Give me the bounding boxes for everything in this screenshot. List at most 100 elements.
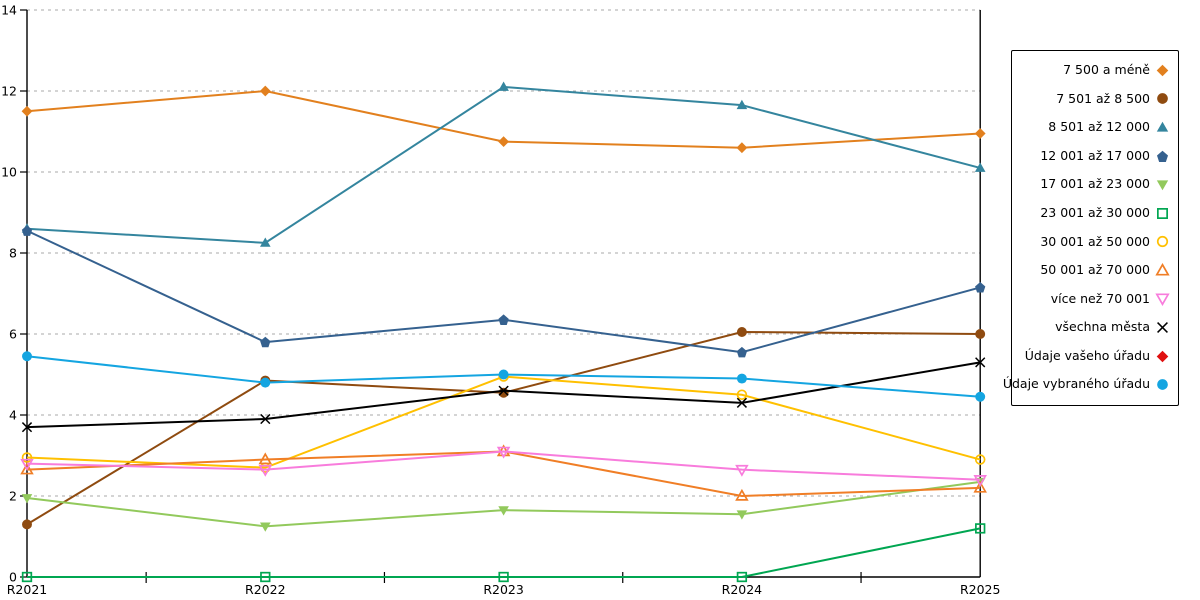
- data-point-marker: [736, 571, 748, 583]
- data-point-marker: [20, 458, 34, 471]
- data-point-marker: [498, 314, 509, 325]
- data-point-marker: [498, 136, 509, 148]
- data-point-marker: [260, 522, 271, 532]
- data-point-marker: [736, 389, 748, 401]
- y-tick-label: 0: [9, 570, 17, 585]
- y-tick-label: 12: [1, 84, 17, 99]
- data-point-marker: [735, 488, 749, 501]
- legend-diamond-icon: [1156, 64, 1169, 77]
- data-point-marker: [736, 99, 748, 110]
- series-line-8: [26, 450, 981, 481]
- y-tick-label: 2: [9, 489, 17, 504]
- legend-item-label: 50 001 až 70 000: [1040, 262, 1150, 278]
- legend-item-label: Údaje vybraného úřadu: [1002, 376, 1150, 392]
- data-point-marker: [736, 373, 747, 384]
- series-line-2: [26, 85, 981, 244]
- data-point-marker: [260, 571, 271, 583]
- x-tick-label: R2023: [483, 582, 524, 597]
- data-point-marker: [974, 128, 986, 139]
- data-point-marker: [21, 422, 33, 433]
- data-point-marker: [260, 237, 271, 247]
- legend-item: všechna města: [1016, 313, 1170, 342]
- data-point-marker: [736, 327, 747, 337]
- data-point-marker: [22, 351, 32, 362]
- legend-triangle-down-icon: [1156, 180, 1169, 191]
- legend-triangle-up-icon: [1156, 121, 1169, 132]
- data-point-marker: [975, 282, 986, 293]
- data-point-marker: [259, 85, 271, 97]
- legend-item-label: Údaje vašeho úřadu: [1024, 347, 1150, 363]
- legend-item: 30 001 až 50 000: [1016, 227, 1170, 256]
- legend-item-label: 23 001 až 30 000: [1040, 204, 1150, 220]
- legend-item: 23 001 až 30 000: [1016, 199, 1170, 228]
- data-point-marker: [736, 510, 748, 520]
- legend-circle-icon: [1157, 379, 1168, 390]
- data-point-marker: [260, 413, 271, 425]
- legend-triangle-down-open-icon: [1155, 293, 1170, 307]
- data-point-marker: [21, 105, 33, 117]
- data-point-marker: [260, 377, 271, 388]
- data-point-marker: [736, 346, 748, 358]
- y-tick-label: 6: [9, 327, 17, 342]
- y-tick-label: 8: [9, 246, 17, 261]
- legend-item-label: 7 500 a méně: [1063, 62, 1150, 78]
- data-point-marker: [496, 446, 511, 459]
- data-point-marker: [975, 391, 986, 402]
- legend-item-label: 7 501 až 8 500: [1056, 90, 1150, 106]
- legend-item: 8 501 až 12 000: [1016, 113, 1170, 142]
- legend-x-icon: [1157, 322, 1168, 333]
- series-line-5: [27, 527, 981, 578]
- legend-circle-open-icon: [1156, 236, 1169, 248]
- legend-item-label: 8 501 až 12 000: [1048, 119, 1150, 135]
- legend-box: 7 500 a méně 7 501 až 8 500 8 501 až 12 00…: [1003, 50, 1179, 406]
- y-tick-label: 4: [9, 408, 17, 423]
- data-point-marker: [498, 506, 509, 516]
- x-tick-label: R2025: [960, 582, 1001, 597]
- legend-item-label: 12 001 až 17 000: [1040, 147, 1150, 163]
- data-point-marker: [21, 571, 33, 583]
- y-tick-label: 10: [1, 165, 17, 180]
- legend-item: 7 500 a méně: [1016, 56, 1170, 85]
- data-point-marker: [975, 523, 986, 534]
- data-point-marker: [22, 519, 32, 530]
- legend-item-label: více než 70 001: [1050, 290, 1150, 306]
- data-point-marker: [498, 571, 509, 583]
- legend-item: 7 501 až 8 500: [1016, 85, 1170, 114]
- data-point-marker: [260, 336, 271, 348]
- x-tick-label: R2024: [722, 582, 763, 597]
- x-tick-label: R2022: [245, 582, 286, 597]
- data-point-marker: [736, 397, 748, 408]
- data-point-marker: [21, 494, 33, 504]
- legend-item-label: 30 001 až 50 000: [1040, 233, 1150, 249]
- data-point-marker: [975, 357, 986, 368]
- legend-item-label: 17 001 až 23 000: [1040, 176, 1150, 192]
- data-point-marker: [498, 369, 509, 380]
- data-point-marker: [21, 225, 33, 236]
- data-point-marker: [975, 329, 986, 339]
- data-point-marker: [498, 387, 509, 398]
- data-point-marker: [974, 454, 986, 465]
- data-point-marker: [973, 475, 987, 487]
- legend-item: Údaje vašeho úřadu: [1016, 342, 1170, 371]
- legend-diamond-icon: [1156, 350, 1169, 362]
- series-line-1: [26, 330, 981, 526]
- x-tick-label: R2021: [7, 582, 48, 597]
- legend-square-open-icon: [1157, 207, 1168, 219]
- legend-pentagon-icon: [1156, 150, 1169, 162]
- data-point-marker: [20, 462, 34, 475]
- data-point-marker: [21, 452, 33, 463]
- data-point-marker: [736, 142, 748, 154]
- legend-item: více než 70 001: [1016, 285, 1170, 314]
- legend-item: Údaje vybraného úřadu: [1003, 370, 1170, 399]
- data-point-marker: [974, 162, 986, 172]
- data-point-marker: [258, 464, 273, 477]
- data-point-marker: [735, 464, 749, 477]
- legend-triangle-up-open-icon: [1155, 262, 1170, 276]
- y-tick-label: 14: [1, 3, 17, 18]
- legend-circle-icon: [1157, 93, 1168, 105]
- data-point-marker: [498, 385, 509, 396]
- data-point-marker: [498, 81, 509, 91]
- series-line-4: [26, 480, 981, 528]
